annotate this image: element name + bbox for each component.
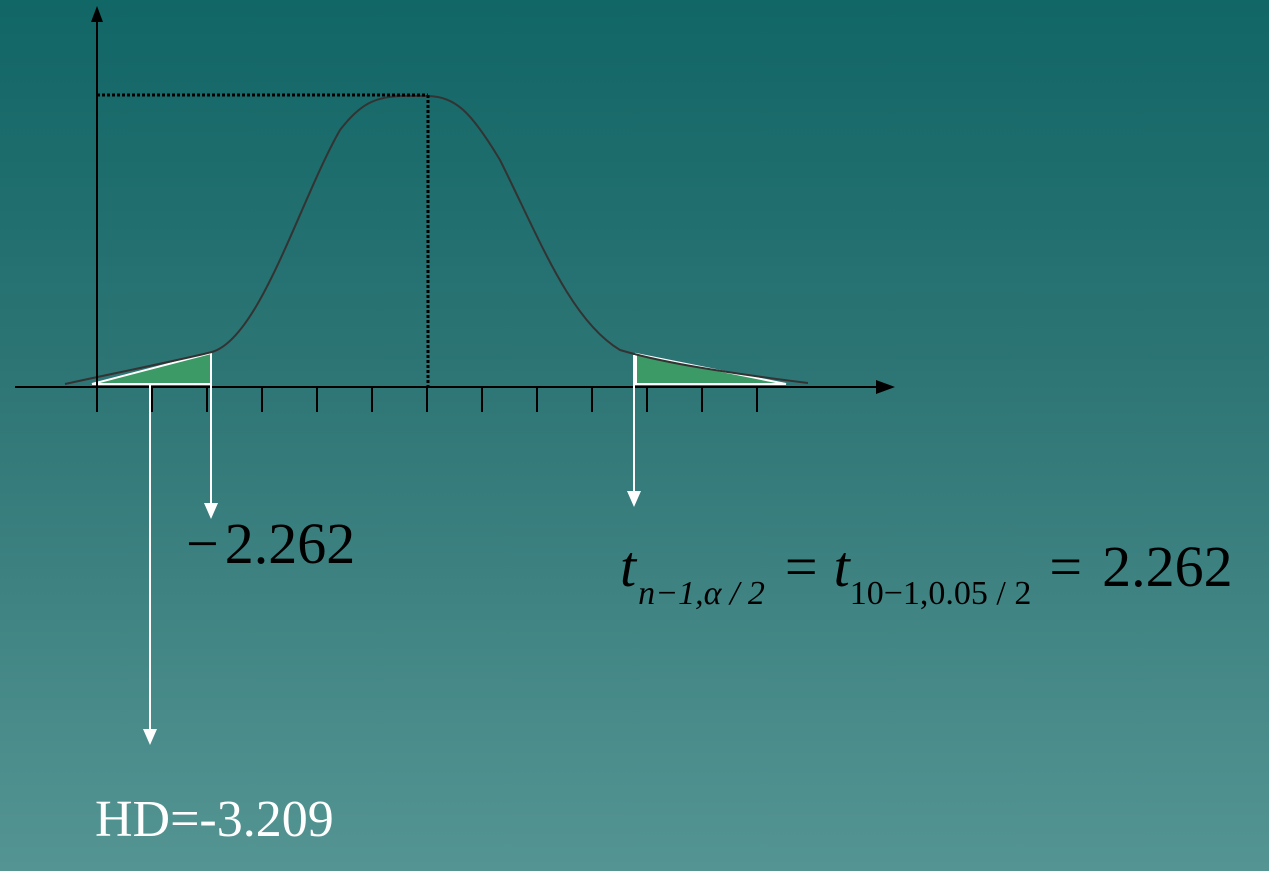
- neg-critical-pointer: [204, 354, 218, 519]
- negative-critical-number: 2.262: [224, 511, 356, 576]
- test-statistic-pointer: [143, 385, 157, 745]
- minus-sign: −: [186, 511, 219, 576]
- formula-eq2: =: [1049, 534, 1083, 599]
- test-statistic-label: HD=-3.209: [95, 791, 334, 848]
- bell-curve: [64, 95, 809, 385]
- left-rejection-region: [91, 351, 212, 385]
- formula-value: 2.262: [1102, 534, 1233, 599]
- formula-sub2: 10−1,0.05 / 2: [849, 575, 1032, 612]
- formula-sub1: n−1,α / 2: [638, 575, 765, 612]
- x-axis-ticks: [96, 387, 758, 412]
- x-axis-arrowhead: [876, 380, 895, 394]
- formula-eq1: =: [784, 534, 818, 599]
- critical-value-formula: tn−1,α / 2 = t10−1,0.05 / 2 = 2.262: [620, 538, 1233, 611]
- formula-t2: t: [833, 534, 850, 599]
- negative-critical-value-label: −2.262: [186, 510, 355, 577]
- formula-t1: t: [620, 534, 637, 599]
- y-axis-arrowhead: [91, 6, 103, 22]
- pos-critical-pointer: [627, 355, 641, 507]
